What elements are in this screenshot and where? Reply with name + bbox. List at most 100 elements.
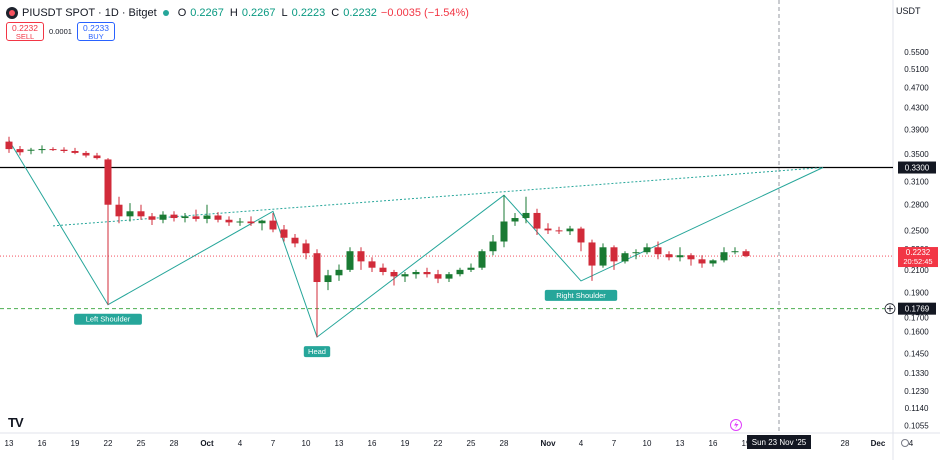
- candle-body[interactable]: [731, 251, 739, 253]
- candle-body[interactable]: [16, 149, 24, 153]
- tradingview-logo-icon[interactable]: TV: [8, 415, 24, 430]
- candle-body[interactable]: [544, 228, 552, 231]
- candle-body[interactable]: [335, 269, 343, 276]
- time-tick-label: Dec: [871, 439, 886, 448]
- candle-body[interactable]: [302, 243, 310, 254]
- candle-body[interactable]: [577, 228, 585, 243]
- price-tick-label: 0.2500: [904, 226, 929, 235]
- candle-body[interactable]: [467, 267, 475, 270]
- currency-selector[interactable]: USDT: [896, 6, 921, 16]
- sell-label: SELL: [15, 31, 35, 41]
- candle-body[interactable]: [676, 255, 684, 258]
- candle-body[interactable]: [434, 274, 442, 279]
- head-shoulders-pattern-line[interactable]: [8, 140, 824, 338]
- neckline-line[interactable]: [52, 167, 824, 227]
- spread-value: 0.0001: [49, 27, 72, 36]
- candle-body[interactable]: [49, 149, 57, 151]
- candle-body[interactable]: [643, 247, 651, 253]
- resistance-price-badge: [898, 161, 936, 174]
- time-tick-label: 7: [271, 439, 276, 448]
- time-tick-label: 10: [643, 439, 652, 448]
- candle-body[interactable]: [511, 218, 519, 222]
- candle-body[interactable]: [159, 214, 167, 220]
- candle-body[interactable]: [225, 219, 233, 223]
- candle-body[interactable]: [104, 159, 112, 205]
- candle-body[interactable]: [654, 247, 662, 255]
- candle-body[interactable]: [71, 150, 79, 153]
- candle-body[interactable]: [137, 211, 145, 217]
- candle-body[interactable]: [346, 251, 354, 270]
- market-open-status-icon: [162, 10, 169, 16]
- settings-gear-icon[interactable]: [901, 439, 909, 447]
- candle-body[interactable]: [588, 242, 596, 266]
- candle-body[interactable]: [214, 215, 222, 220]
- candle-body[interactable]: [456, 269, 464, 275]
- candle-body[interactable]: [258, 220, 266, 224]
- pattern-label-badge[interactable]: [303, 346, 331, 358]
- candle-body[interactable]: [280, 229, 288, 238]
- candle-body[interactable]: [291, 237, 299, 244]
- candle-body[interactable]: [203, 215, 211, 219]
- time-tick-label: 4: [579, 439, 584, 448]
- crosshair-date-label: Sun 23 Nov '25: [752, 438, 807, 447]
- candle-body[interactable]: [500, 221, 508, 242]
- candle-body[interactable]: [93, 155, 101, 159]
- time-tick-label: Oct: [200, 439, 214, 448]
- pattern-label-badge[interactable]: [74, 313, 142, 325]
- candle-body[interactable]: [390, 272, 398, 277]
- high-label: H: [229, 7, 238, 19]
- candle-body[interactable]: [324, 275, 332, 283]
- candle-body[interactable]: [533, 212, 541, 229]
- candle-body[interactable]: [687, 255, 695, 260]
- candle-body[interactable]: [5, 141, 13, 150]
- candle-body[interactable]: [126, 211, 134, 217]
- candle-body[interactable]: [489, 241, 497, 252]
- candle-body[interactable]: [445, 274, 453, 279]
- candle-body[interactable]: [38, 149, 46, 151]
- sell-button[interactable]: 0.2232 SELL: [6, 22, 44, 41]
- resistance-price-label: 0.3300: [905, 164, 930, 173]
- price-tick-label: 0.1330: [904, 369, 929, 378]
- price-tick-label: 0.1600: [904, 327, 929, 336]
- candle-body[interactable]: [192, 216, 200, 219]
- candle-body[interactable]: [181, 216, 189, 219]
- candle-body[interactable]: [379, 267, 387, 273]
- time-tick-label: 19: [401, 439, 410, 448]
- candle-body[interactable]: [236, 221, 244, 223]
- candle-body[interactable]: [27, 149, 35, 151]
- candle-body[interactable]: [566, 228, 574, 232]
- candle-body[interactable]: [423, 272, 431, 275]
- candle-body[interactable]: [621, 253, 629, 262]
- candle-body[interactable]: [522, 212, 530, 219]
- price-tick-label: 0.1055: [904, 422, 929, 431]
- candle-body[interactable]: [709, 260, 717, 264]
- candle-body[interactable]: [401, 274, 409, 277]
- candle-body[interactable]: [412, 272, 420, 275]
- candle-body[interactable]: [313, 253, 321, 283]
- candle-body[interactable]: [610, 247, 618, 262]
- price-tick-label: 0.1140: [905, 404, 929, 413]
- candle-body[interactable]: [632, 252, 640, 254]
- candle-body[interactable]: [555, 230, 563, 232]
- candle-body[interactable]: [478, 251, 486, 268]
- candle-body[interactable]: [368, 261, 376, 268]
- candle-body[interactable]: [60, 149, 68, 151]
- candle-body[interactable]: [698, 259, 706, 264]
- buy-button[interactable]: 0.2233 BUY: [77, 22, 115, 41]
- candle-body[interactable]: [742, 251, 750, 257]
- candle-body[interactable]: [269, 220, 277, 230]
- candle-body[interactable]: [82, 152, 90, 156]
- candle-body[interactable]: [115, 204, 123, 217]
- pattern-label-badge[interactable]: [544, 289, 618, 301]
- close-label: C: [331, 7, 340, 19]
- candle-body[interactable]: [357, 251, 365, 262]
- candle-body[interactable]: [599, 247, 607, 266]
- symbol-title[interactable]: PIUSDT SPOT · 1D · Bitget: [22, 7, 157, 19]
- candle-body[interactable]: [665, 254, 673, 258]
- candle-body[interactable]: [247, 221, 255, 224]
- candle-body[interactable]: [148, 216, 156, 220]
- candle-body[interactable]: [720, 252, 728, 261]
- candle-body[interactable]: [170, 214, 178, 219]
